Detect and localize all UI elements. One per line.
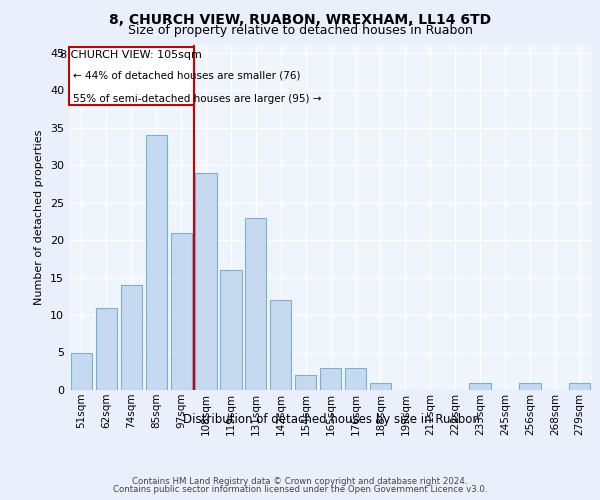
Bar: [520, 382, 541, 390]
Bar: [370, 382, 391, 390]
Bar: [295, 375, 316, 390]
Text: Distribution of detached houses by size in Ruabon: Distribution of detached houses by size …: [183, 412, 479, 426]
Bar: [170, 232, 192, 390]
Text: 8, CHURCH VIEW, RUABON, WREXHAM, LL14 6TD: 8, CHURCH VIEW, RUABON, WREXHAM, LL14 6T…: [109, 12, 491, 26]
Bar: [469, 382, 491, 390]
Bar: [270, 300, 292, 390]
Bar: [121, 285, 142, 390]
Y-axis label: Number of detached properties: Number of detached properties: [34, 130, 44, 305]
Bar: [569, 382, 590, 390]
Bar: [146, 135, 167, 390]
Text: ← 44% of detached houses are smaller (76): ← 44% of detached houses are smaller (76…: [73, 71, 300, 81]
Text: Contains HM Land Registry data © Crown copyright and database right 2024.: Contains HM Land Registry data © Crown c…: [132, 477, 468, 486]
Bar: [345, 368, 366, 390]
Text: Contains public sector information licensed under the Open Government Licence v3: Contains public sector information licen…: [113, 485, 487, 494]
Bar: [220, 270, 242, 390]
Text: 8 CHURCH VIEW: 105sqm: 8 CHURCH VIEW: 105sqm: [61, 50, 202, 60]
Bar: [245, 218, 266, 390]
Text: Size of property relative to detached houses in Ruabon: Size of property relative to detached ho…: [128, 24, 472, 37]
Bar: [96, 308, 117, 390]
Bar: [196, 172, 217, 390]
Text: 55% of semi-detached houses are larger (95) →: 55% of semi-detached houses are larger (…: [73, 94, 321, 104]
Bar: [71, 352, 92, 390]
FancyBboxPatch shape: [69, 46, 194, 105]
Bar: [320, 368, 341, 390]
